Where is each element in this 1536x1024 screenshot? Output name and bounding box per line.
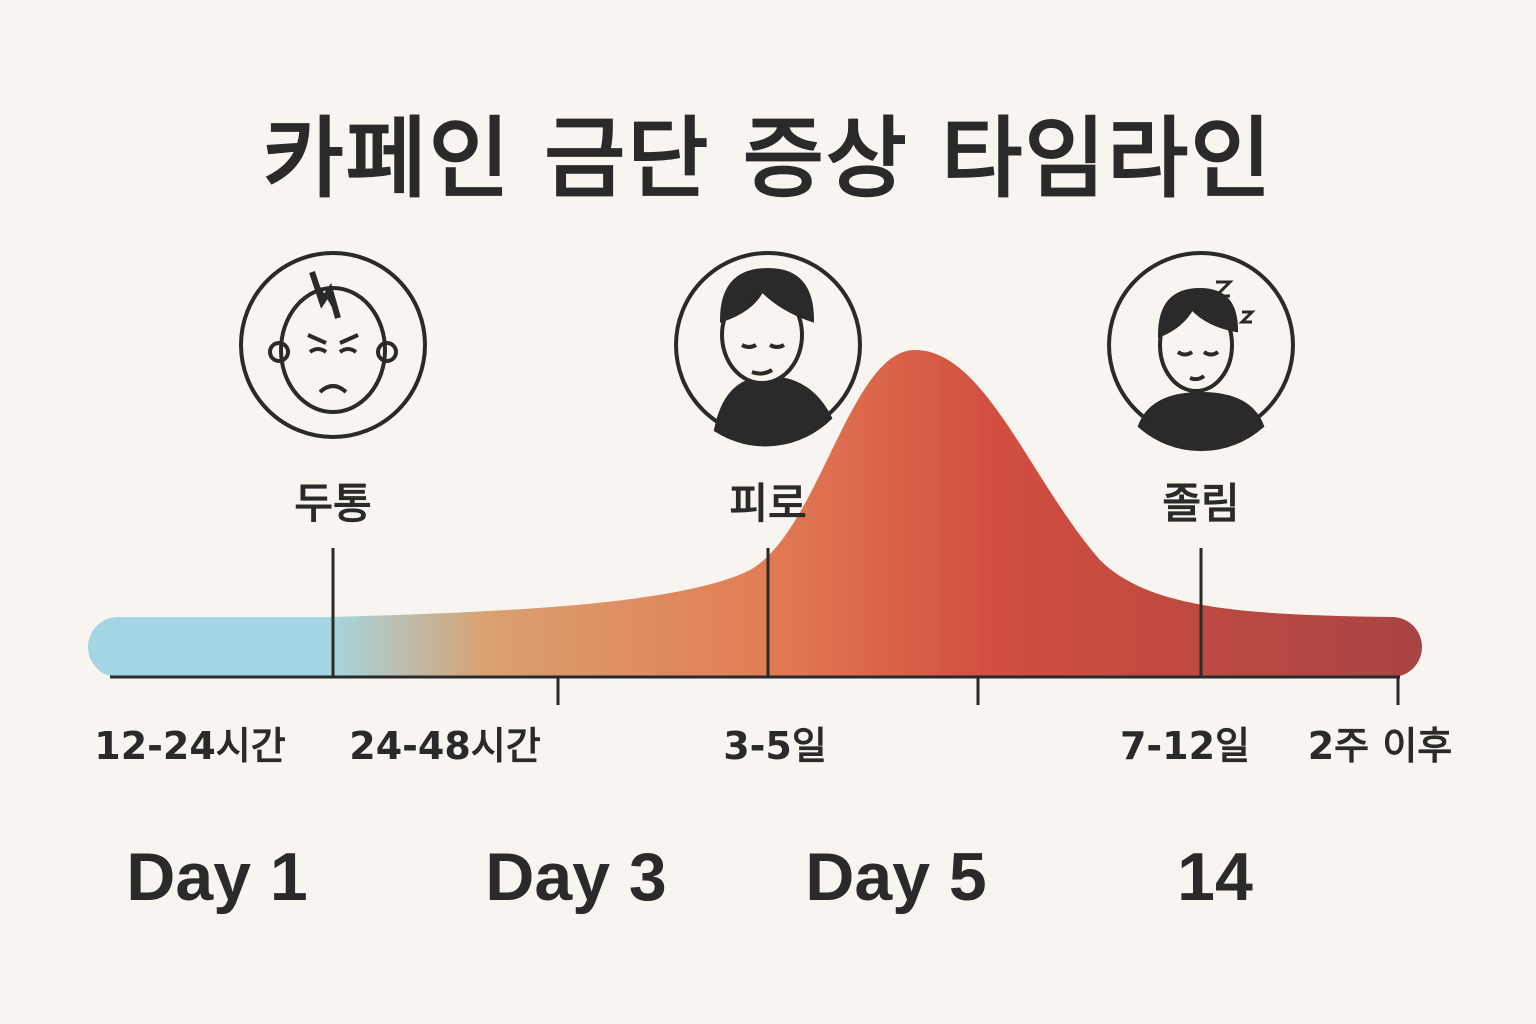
time-label: 7-12일: [1119, 724, 1251, 768]
time-label: 24-48시간: [349, 724, 541, 768]
time-label: 3-5일: [723, 724, 827, 768]
headache-face-icon: [239, 251, 427, 439]
sleepy-person-icon: [1107, 251, 1295, 452]
day-label: Day 1: [126, 839, 308, 915]
intensity-curve: [88, 350, 1422, 677]
day-label: Day 5: [805, 839, 987, 915]
tired-person-icon: [674, 251, 862, 447]
day-label: 14: [1177, 839, 1253, 915]
symptom-label-fatigue: 피로: [729, 479, 807, 528]
day-label: Day 3: [485, 839, 667, 915]
symptom-label-sleepy: 졸림: [1162, 479, 1240, 528]
time-label: 12-24시간: [94, 724, 286, 768]
symptom-label-headache: 두통: [294, 479, 372, 528]
time-label: 2주 이후: [1307, 724, 1453, 768]
page-title: 카페인 금단 증상 타임라인: [262, 107, 1274, 210]
